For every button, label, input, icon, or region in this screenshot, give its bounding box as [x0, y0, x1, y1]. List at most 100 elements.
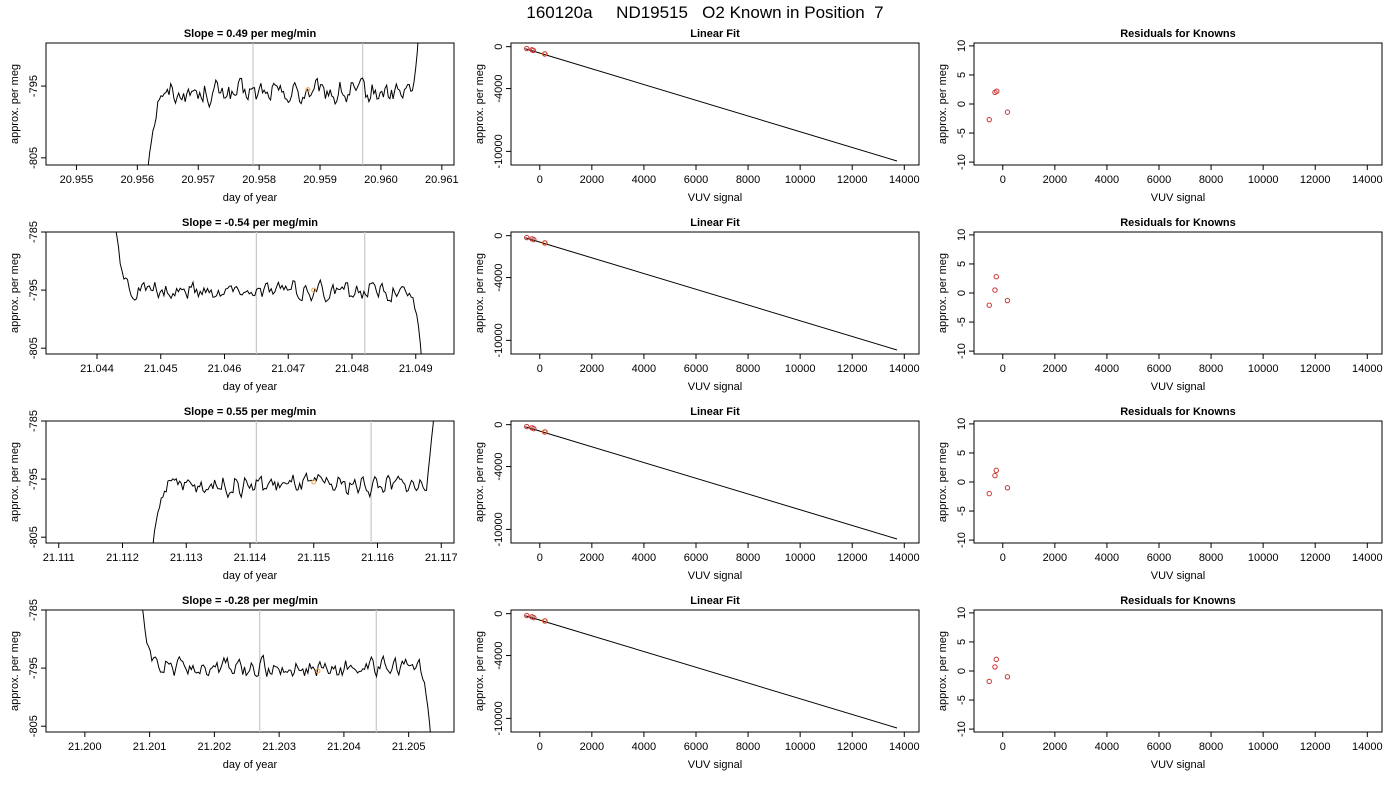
y-axis-label: approx. per meg	[9, 442, 21, 522]
plot-frame	[45, 609, 455, 733]
plot-frame	[973, 609, 1383, 733]
x-tick-label: 0	[1000, 741, 1006, 753]
x-tick-label: 8000	[1199, 174, 1223, 186]
x-axis-label: VUV signal	[1151, 570, 1205, 582]
y-tick-label: -5	[956, 695, 968, 705]
x-tick-label: 8000	[736, 174, 760, 186]
x-tick-label: 6000	[684, 741, 708, 753]
known-point	[531, 425, 537, 432]
x-tick-label: 21.113	[170, 552, 203, 564]
fit-line	[525, 237, 898, 351]
plot-frame	[510, 420, 920, 544]
x-tick-label: 12000	[1300, 174, 1331, 186]
panel-3-1: Linear Fit 0 2000 4000 6000 8000 10000 12000 140…	[474, 595, 920, 771]
x-tick-label: 10000	[785, 363, 816, 375]
x-tick-label: 4000	[632, 363, 656, 375]
known-point	[992, 472, 998, 479]
x-tick-label: 20.957	[181, 174, 215, 186]
series-line	[147, 43, 419, 165]
x-tick-label: 10000	[1248, 741, 1279, 753]
fit-line	[525, 48, 898, 162]
x-tick-label: 2000	[1043, 741, 1067, 753]
known-point	[993, 656, 999, 663]
x-axis-label: day of year	[223, 381, 278, 393]
known-point	[994, 88, 1000, 94]
x-tick-label: 6000	[1147, 552, 1171, 564]
plot-frame	[510, 42, 920, 166]
y-axis-label: approx. per meg	[937, 253, 949, 333]
panels: Slope = 0.49 per meg/min 20.955 20.956 20.9…	[9, 28, 1383, 771]
plot-frame	[45, 231, 455, 355]
y-tick-label: -10	[956, 154, 968, 170]
panel-title: Slope = -0.54 per meg/min	[182, 217, 318, 229]
series-line	[152, 421, 434, 543]
plot-frame	[45, 42, 455, 166]
x-tick-label: 2000	[1043, 174, 1067, 186]
x-tick-label: 12000	[837, 741, 868, 753]
y-tick-label: 10	[956, 40, 968, 52]
y-tick-label: -805	[28, 147, 40, 169]
y-tick-label: 5	[956, 450, 968, 456]
x-tick-label: 0	[537, 552, 543, 564]
x-tick-label: 14000	[1352, 174, 1383, 186]
known-point	[986, 490, 992, 497]
y-tick-label: -805	[28, 337, 40, 359]
panel-2-0: Slope = 0.55 per meg/min 21.111 21.112 21.1…	[9, 406, 458, 582]
plot-area	[986, 467, 1011, 497]
panel-title: Residuals for Knowns	[1120, 217, 1236, 229]
y-axis-label: approx. per meg	[9, 64, 21, 144]
x-tick-label: 21.203	[262, 741, 296, 753]
x-tick-label: 2000	[1043, 552, 1067, 564]
known-point	[1004, 109, 1011, 115]
y-axis-label: approx. per meg	[937, 64, 949, 144]
y-tick-label: -795	[28, 468, 40, 490]
panel-title: Linear Fit	[690, 217, 740, 229]
x-tick-label: 14000	[1352, 363, 1383, 375]
x-axis-label: day of year	[223, 759, 278, 771]
plot-area	[986, 88, 1011, 123]
x-tick-label: 20.955	[60, 174, 94, 186]
y-axis-label: approx. per meg	[474, 253, 486, 333]
y-tick-label: -4000	[493, 74, 505, 102]
known-point	[524, 423, 530, 430]
x-tick-label: 8000	[736, 741, 760, 753]
x-axis-label: day of year	[223, 570, 278, 582]
plot-area	[986, 656, 1011, 685]
fit-line	[525, 426, 898, 540]
plot-area	[986, 274, 1011, 308]
plot-frame	[45, 420, 455, 544]
fit-line	[525, 615, 898, 729]
plot-frame	[510, 609, 920, 733]
y-tick-label: -785	[28, 410, 40, 432]
x-tick-label: 8000	[1199, 741, 1223, 753]
plot-frame	[973, 231, 1383, 355]
known-point	[524, 45, 530, 52]
y-axis-label: approx. per meg	[9, 631, 21, 711]
y-tick-label: -785	[28, 599, 40, 621]
x-tick-label: 21.201	[133, 741, 167, 753]
y-tick-label: 0	[956, 479, 968, 485]
x-axis-label: VUV signal	[688, 570, 742, 582]
x-tick-label: 8000	[1199, 552, 1223, 564]
plot-frame	[973, 42, 1383, 166]
x-tick-label: 21.200	[68, 741, 102, 753]
y-tick-label: 0	[493, 233, 505, 239]
plot-area	[524, 423, 898, 540]
x-tick-label: 21.115	[297, 552, 330, 564]
x-tick-label: 12000	[1300, 741, 1331, 753]
y-axis-label: approx. per meg	[474, 442, 486, 522]
x-tick-label: 14000	[1352, 552, 1383, 564]
x-tick-label: 6000	[684, 363, 708, 375]
x-tick-label: 0	[1000, 552, 1006, 564]
y-tick-label: -5	[956, 506, 968, 516]
y-tick-label: 0	[956, 668, 968, 674]
y-tick-label: 0	[493, 611, 505, 617]
y-tick-label: 10	[956, 418, 968, 430]
known-point	[542, 618, 548, 624]
plot-area	[524, 234, 898, 351]
x-tick-label: 14000	[889, 174, 920, 186]
y-tick-label: -10000	[493, 134, 505, 168]
x-tick-label: 6000	[684, 552, 708, 564]
x-tick-label: 14000	[1352, 741, 1383, 753]
known-point	[993, 274, 999, 280]
